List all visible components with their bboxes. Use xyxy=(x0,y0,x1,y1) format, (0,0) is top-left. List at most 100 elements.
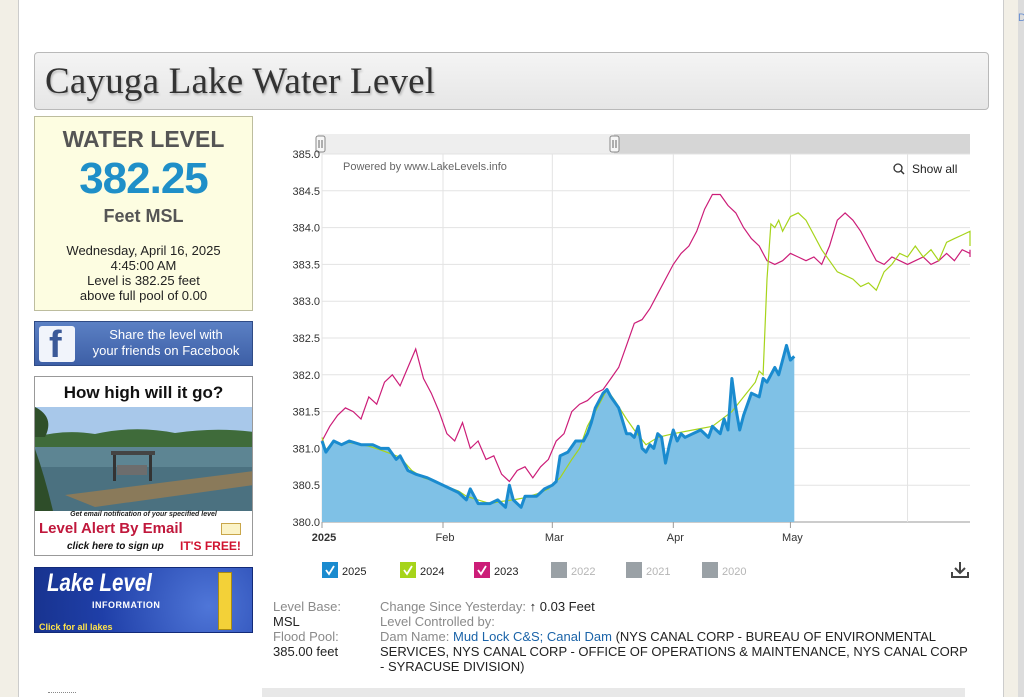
legend-swatch xyxy=(322,562,338,578)
navigator-handle-left[interactable] xyxy=(315,135,326,153)
facebook-icon: f xyxy=(39,324,75,366)
show-all-button[interactable]: Show all xyxy=(893,162,957,176)
y-tick-label: 383.0 xyxy=(292,296,320,308)
water-level-heading: WATER LEVEL xyxy=(62,126,225,152)
lake-level-banner-title: Lake Level xyxy=(47,569,152,597)
side-letter[interactable]: D xyxy=(1018,12,1024,24)
legend-item-2022[interactable]: 2022 xyxy=(551,562,595,578)
flood-pool-value: 385.00 feet xyxy=(273,644,339,659)
y-tick-label: 385.0 xyxy=(292,149,320,161)
alert-question: How high will it go? xyxy=(63,383,224,402)
x-tick-label: 2025 xyxy=(312,532,336,544)
chart-grid xyxy=(321,153,970,528)
side-strip xyxy=(1018,0,1024,697)
legend-swatch xyxy=(400,562,416,578)
x-tick-label: May xyxy=(782,532,803,544)
legend-label: 2025 xyxy=(342,566,366,578)
controlled-label: Level Controlled by: xyxy=(380,614,495,629)
facebook-logo-letter: f xyxy=(49,324,62,366)
alert-big-text: Level Alert By Email xyxy=(39,520,183,537)
y-tick-label: 380.5 xyxy=(292,480,320,492)
dock-photo xyxy=(35,407,252,511)
alert-free-text: IT'S FREE! xyxy=(180,539,241,553)
level-date: Wednesday, April 16, 2025 xyxy=(66,243,221,258)
download-icon[interactable] xyxy=(951,562,969,578)
change-label: Change Since Yesterday: xyxy=(380,599,526,614)
water-level-box: WATER LEVEL 382.25 Feet MSL Wednesday, A… xyxy=(34,116,253,311)
series-2023-line xyxy=(321,193,971,483)
legend-item-2020[interactable]: 2020 xyxy=(702,562,746,578)
y-tick-label: 380.0 xyxy=(292,517,320,529)
dam-name-label: Dam Name: xyxy=(380,629,450,644)
legend-item-2025[interactable]: 2025 xyxy=(322,562,366,578)
alert-small-text: Get email notification of your specified… xyxy=(70,511,217,518)
checkmark-icon xyxy=(477,565,487,576)
y-tick-label: 382.5 xyxy=(292,333,320,345)
facebook-line-2: your friends on Facebook xyxy=(92,343,240,358)
info-right: Change Since Yesterday: ↑ 0.03 Feet Leve… xyxy=(380,599,990,674)
legend-label: 2024 xyxy=(420,566,444,578)
y-tick-label: 381.0 xyxy=(292,443,320,455)
dam-desc-1: (NYS CANAL CORP - BUREAU OF ENVIRONMENTA… xyxy=(615,629,937,644)
legend-swatch xyxy=(702,562,718,578)
legend-item-2021[interactable]: 2021 xyxy=(626,562,670,578)
water-level-chart[interactable]: 385.0 384.5 384.0 383.5 383.0 382.5 382.0 381.5… xyxy=(270,128,985,598)
change-value: 0.03 Feet xyxy=(539,599,595,614)
water-level-details: Wednesday, April 16, 2025 4:45:00 AM Lev… xyxy=(35,243,252,303)
level-time: 4:45:00 AM xyxy=(110,258,177,273)
checkmark-icon xyxy=(403,565,413,576)
y-tick-label: 384.5 xyxy=(292,186,320,198)
page-title-box: Cayuga Lake Water Level xyxy=(34,52,989,110)
facebook-share-banner[interactable]: f Share the level with your friends on F… xyxy=(34,321,253,366)
bottom-dash xyxy=(48,692,76,695)
x-tick-label: Mar xyxy=(545,532,564,544)
y-tick-label: 381.5 xyxy=(292,407,320,419)
level-base-value: MSL xyxy=(273,614,300,629)
alert-signup-link[interactable]: click here to sign up xyxy=(67,541,164,552)
x-axis: 2025 Feb Mar Apr May xyxy=(312,532,804,544)
legend-swatch xyxy=(551,562,567,578)
y-axis: 385.0 384.5 384.0 383.5 383.0 382.5 382.0 381.5… xyxy=(292,149,320,529)
navigator-handle-right[interactable] xyxy=(609,135,620,153)
legend-swatch xyxy=(474,562,490,578)
legend-item-2023[interactable]: 2023 xyxy=(474,562,518,578)
x-tick-label: Feb xyxy=(436,532,455,544)
ruler-icon xyxy=(218,572,232,630)
dam-name-link[interactable]: Mud Lock C&S; Canal Dam xyxy=(452,629,612,644)
change-arrow: ↑ xyxy=(529,599,537,614)
lake-level-banner-link[interactable]: Click for all lakes xyxy=(39,622,113,632)
legend-label: 2020 xyxy=(722,566,746,578)
envelope-icon xyxy=(221,523,241,535)
water-level-value: 382.25 xyxy=(79,154,209,203)
lake-level-info-banner[interactable]: Lake Level INFORMATION Click for all lak… xyxy=(34,567,253,633)
dam-desc-3: - SYRACUSE DIVISION) xyxy=(380,659,525,674)
water-level-unit: Feet MSL xyxy=(103,206,184,226)
pool-line: above full pool of 0.00 xyxy=(79,288,208,303)
level-base-label: Level Base: xyxy=(273,599,341,614)
lake-level-banner-sub: INFORMATION xyxy=(92,600,161,610)
page-title: Cayuga Lake Water Level xyxy=(45,61,436,102)
legend-label: 2021 xyxy=(646,566,670,578)
y-tick-label: 382.0 xyxy=(292,370,320,382)
dam-desc-2: SERVICES, NYS CANAL CORP - OFFICE OF OPE… xyxy=(380,644,968,659)
bottom-bar xyxy=(262,688,965,697)
info-left: Level Base: MSL Flood Pool: 385.00 feet xyxy=(273,599,341,659)
show-all-label: Show all xyxy=(912,162,957,176)
level-alert-banner[interactable]: How high will it go? Get email notificat… xyxy=(34,376,253,556)
y-tick-label: 384.0 xyxy=(292,223,320,235)
navigator-selection[interactable] xyxy=(318,134,614,154)
series-2025-area xyxy=(322,345,795,522)
flood-pool-label: Flood Pool: xyxy=(273,629,339,644)
legend-label: 2022 xyxy=(571,566,595,578)
zoom-icon xyxy=(893,163,903,173)
powered-by-label: Powered by www.LakeLevels.info xyxy=(343,161,507,173)
legend-label: 2023 xyxy=(494,566,518,578)
series-2025-line xyxy=(320,343,796,509)
legend-swatch xyxy=(626,562,642,578)
dock-photo-illustration xyxy=(35,407,252,511)
chart-series xyxy=(320,193,971,522)
chart-legend: 2025 2024 2023 2022 2021 2020 xyxy=(322,562,746,578)
level-line: Level is 382.25 feet xyxy=(87,273,200,288)
legend-item-2024[interactable]: 2024 xyxy=(400,562,444,578)
x-tick-label: Apr xyxy=(667,532,684,544)
